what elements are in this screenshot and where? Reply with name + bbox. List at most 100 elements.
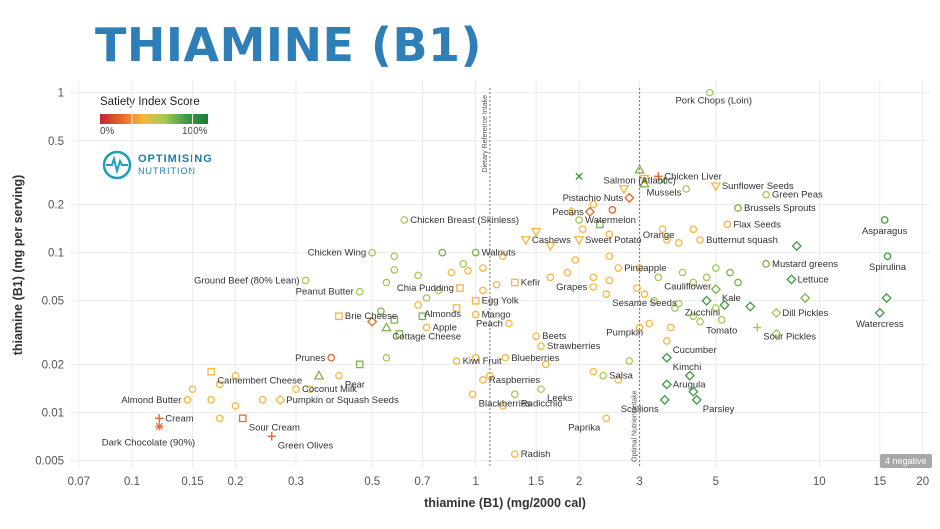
data-point [717,315,726,324]
point-label: Cream [165,413,194,424]
data-point [566,206,577,217]
data-point [510,278,519,287]
point-label: Beets [542,331,567,342]
point-label: Grapes [556,282,587,293]
point-label: Pear [345,380,365,391]
point-label: Sour Cream [249,422,300,433]
data-point [510,390,519,399]
data-point [368,248,377,257]
point-label: Kefir [521,278,541,289]
point-label: Dark Chocolate (90%) [102,437,195,448]
reference-line-label: Dietary Reference Intake [482,95,489,173]
data-point [382,278,391,287]
point-label: Zucchini [685,308,720,319]
point-label: Chicken Liver [664,171,722,182]
data-point [689,278,698,287]
x-axis-title: thiamine (B1) (mg/2000 cal) [424,496,586,510]
point-labels: Pork Chops (Loin) Salmon (Atlantic)Chicke… [102,96,908,460]
data-point [575,172,583,180]
point-label: Mustard greens [772,259,838,270]
data-point [654,172,663,181]
point-label: Flax Seeds [733,219,781,230]
x-tick-label: 5 [713,476,719,488]
x-tick-label: 10 [813,476,826,488]
data-point [301,276,310,285]
point-label: Prunes [295,353,325,364]
data-point [719,299,730,311]
data-point [530,227,542,238]
data-point [762,260,770,268]
data-point [267,432,276,441]
y-tick-label: 0.2 [48,199,64,211]
data-point [207,396,216,404]
data-point [207,367,216,376]
data-point [452,304,461,312]
data-point [701,295,712,306]
data-point [605,276,614,285]
data-point [434,286,443,295]
data-point [563,268,572,277]
data-point [573,236,585,246]
data-point [614,376,623,384]
point-label: Salmon (Atlantic) [603,176,675,187]
data-point [452,357,461,365]
data-point [367,316,378,327]
data-point [414,271,422,280]
data-point [395,330,404,338]
data-point [661,352,672,363]
page-title: THIAMINE (B1) [95,18,483,72]
point-label: Watercress [856,319,904,330]
y-tick-label: 0.1 [48,248,64,260]
data-point [499,402,507,410]
y-tick-label: 0.02 [42,359,64,371]
y-tick-label: 0.05 [42,296,64,308]
data-point [654,273,663,282]
data-point [684,370,695,381]
point-label: Apple [433,323,457,334]
data-point [645,319,654,328]
x-tick-label: 0.3 [288,476,304,488]
reference-line-label: Optimal Nutrient Intake [632,390,639,462]
data-point [532,332,541,341]
point-label: Peach [476,319,503,330]
point-label: Ground Beef (80% Lean) [194,275,300,286]
x-tick-label: 0.15 [181,476,203,488]
y-axis-title: thiamine (B1) (mg per serving) [11,175,25,356]
data-point [659,394,670,405]
point-label: Green Peas [772,190,823,201]
point-label: Pineapple [624,263,666,274]
point-label: Salsa [609,371,633,382]
logo-line-1: OPTIMISING [138,153,213,165]
point-label: Walnuts [482,248,516,259]
brand-logo: OPTIMISING NUTRITION [102,150,213,180]
data-point [335,312,343,321]
point-label: Pork Chops (Loin) [675,96,752,107]
data-point [479,264,487,272]
data-point [155,414,164,423]
data-point [662,337,671,345]
point-label: Kimchi [673,362,702,373]
data-point [691,394,702,405]
data-point [640,290,649,298]
data-point [468,390,477,399]
data-point [471,248,480,257]
data-point [608,206,617,214]
data-point [510,450,519,458]
data-point [883,252,892,261]
y-tick-label: 0.5 [48,136,64,148]
x-tick-label: 0.5 [364,476,380,488]
data-point [418,312,427,321]
data-point [625,357,634,365]
point-label: Arugula [673,379,706,390]
point-label: Lettuce [797,274,828,285]
data-point [537,342,545,351]
data-point [661,379,672,390]
x-tick-label: 0.7 [414,476,430,488]
data-point [422,294,431,302]
point-label: Kale [722,293,741,304]
data-point [649,296,658,305]
reference-lines: Dietary Reference Intake Optimal Nutrient… [482,88,641,468]
data-point [745,301,756,312]
data-point [471,310,480,319]
point-label: Parsley [703,404,735,415]
